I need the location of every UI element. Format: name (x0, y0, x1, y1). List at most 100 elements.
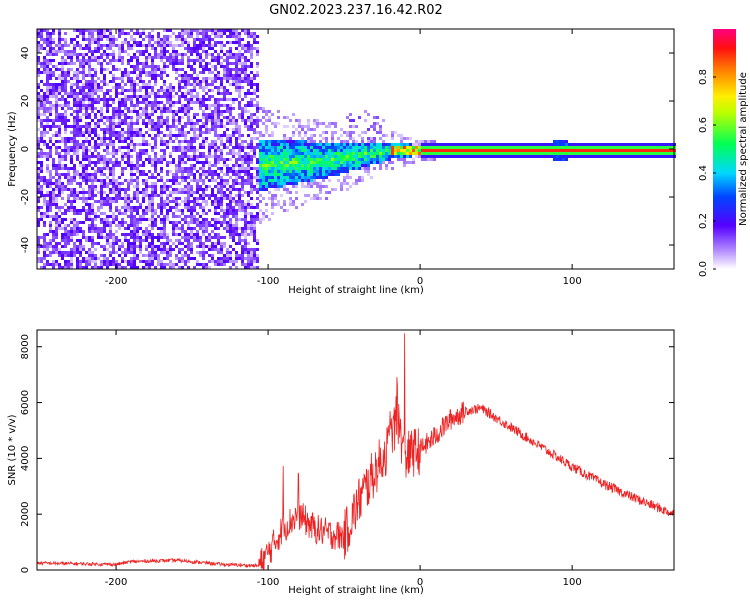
spectrogram-cell (346, 164, 349, 167)
spectrogram-cell (187, 245, 190, 248)
spectrogram-cell (241, 56, 244, 59)
spectrogram-cell (160, 89, 163, 92)
spectrogram-cell (37, 152, 40, 155)
spectrogram-cell (199, 224, 202, 227)
spectrogram-cell (247, 155, 250, 158)
spectrogram-cell (241, 230, 244, 233)
spectrogram-cell (226, 29, 229, 32)
spectrogram-cell (118, 92, 121, 95)
spectrogram-cell (178, 62, 181, 65)
spectrogram-cell (184, 185, 187, 188)
spectrogram-cell (199, 56, 202, 59)
spectrogram-cell (85, 110, 88, 113)
spectrogram-cell (43, 263, 46, 266)
spectrogram-cell (64, 38, 67, 41)
spectrogram-cell (196, 203, 199, 206)
spectrogram-cell (37, 110, 40, 113)
spectrogram-cell (556, 152, 559, 155)
spectrogram-cell (109, 95, 112, 98)
spectrogram-cell (184, 47, 187, 50)
spectrogram-cell (190, 215, 193, 218)
spectrogram-cell (184, 125, 187, 128)
spectrogram-cell (172, 158, 175, 161)
spectrogram-cell (217, 173, 220, 176)
spectrogram-cell (67, 119, 70, 122)
spectrogram-cell (541, 152, 544, 155)
spectrogram-cell (211, 191, 214, 194)
spectrogram-cell (103, 35, 106, 38)
spectrogram-cell (163, 257, 166, 260)
spectrogram-cell (130, 221, 133, 224)
spectrogram-cell (130, 263, 133, 266)
spectrogram-cell (127, 71, 130, 74)
spectrogram-cell (310, 170, 313, 173)
spectrogram-cell (79, 44, 82, 47)
spectrogram-cell (241, 209, 244, 212)
spectrogram-cell (241, 170, 244, 173)
spectrogram-cell (73, 110, 76, 113)
spectrogram-cell (424, 143, 427, 146)
spectrogram-cell (139, 158, 142, 161)
spectrogram-cell (313, 143, 316, 146)
spectrogram-cell (91, 119, 94, 122)
spectrogram-cell (310, 143, 313, 146)
spectrogram-cell (46, 83, 49, 86)
spectrogram-cell (223, 242, 226, 245)
spectrogram-cell (163, 236, 166, 239)
spectrogram-cell (73, 170, 76, 173)
spectrogram-cell (208, 38, 211, 41)
spectrogram-cell (112, 59, 115, 62)
spectrogram-cell (184, 110, 187, 113)
spectrogram-cell (208, 194, 211, 197)
spectrogram-cell (76, 56, 79, 59)
spectrogram-cell (76, 68, 79, 71)
spectrogram-cell (130, 233, 133, 236)
spectrogram-cell (37, 170, 40, 173)
spectrogram-cell (142, 191, 145, 194)
spectrogram-cell (109, 263, 112, 266)
spectrogram-cell (202, 248, 205, 251)
spectrogram-cell (160, 71, 163, 74)
spectrogram-cell (85, 251, 88, 254)
spectrogram-cell (121, 146, 124, 149)
spectrogram-cell (109, 200, 112, 203)
spectrogram-cell (88, 260, 91, 263)
spectrogram-cell (265, 125, 268, 128)
spectrogram-cell (55, 218, 58, 221)
spectrogram-cell (91, 41, 94, 44)
spectrogram-cell (64, 122, 67, 125)
spectrogram-cell (265, 152, 268, 155)
spectrogram-cell (424, 155, 427, 158)
spectrogram-cell (235, 152, 238, 155)
spectrogram-cell (238, 167, 241, 170)
spectrogram-cell (241, 107, 244, 110)
spectrogram-cell (130, 266, 133, 269)
spectrogram-cell (181, 218, 184, 221)
spectrogram-cell (121, 260, 124, 263)
spectrogram-cell (175, 137, 178, 140)
spectrogram-cell (241, 254, 244, 257)
spectrogram-cell (157, 38, 160, 41)
spectrogram-cell (97, 209, 100, 212)
spectrogram-cell (100, 200, 103, 203)
spectrogram-cell (295, 155, 298, 158)
spectrogram-cell (61, 80, 64, 83)
spectrogram-cell (112, 149, 115, 152)
spectrogram-cell (91, 68, 94, 71)
spectrogram-cell (94, 173, 97, 176)
spectrogram-cell (130, 209, 133, 212)
spectrogram-cell (319, 143, 322, 146)
spectrogram-cell (235, 266, 238, 269)
spectrogram-cell (259, 155, 262, 158)
spectrogram-cell (259, 143, 262, 146)
spectrogram-cell (121, 77, 124, 80)
spectrogram-cell (100, 71, 103, 74)
spectrogram-cell (385, 149, 388, 152)
spectrogram-cell (37, 32, 40, 35)
spectrogram-cell (166, 254, 169, 257)
spectrogram-cell (106, 68, 109, 71)
spectrogram-cell (214, 185, 217, 188)
spectrogram-cell (142, 197, 145, 200)
spectrogram-cell (64, 209, 67, 212)
spectrogram-cell (112, 167, 115, 170)
